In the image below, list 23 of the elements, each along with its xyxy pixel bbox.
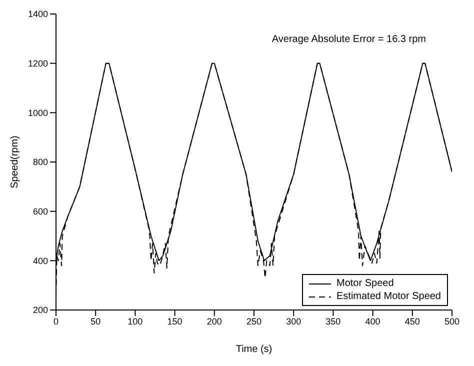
y-tick-label: 200 (32, 305, 48, 316)
x-tick-label: 500 (444, 316, 460, 326)
x-tick-label: 50 (90, 316, 101, 326)
y-tick-label: 600 (32, 206, 48, 217)
y-tick-label: 400 (32, 256, 48, 266)
y-axis-title: Speed(rpm) (10, 136, 21, 188)
y-tick-label: 1200 (28, 58, 48, 69)
x-tick-label: 350 (326, 316, 341, 326)
legend-label: Estimated Motor Speed (336, 290, 441, 303)
x-tick-label: 200 (206, 316, 222, 326)
x-tick-label: 450 (404, 316, 420, 326)
x-tick-label: 400 (365, 316, 380, 326)
legend-label: Motor Speed (336, 277, 394, 290)
x-tick-label: 150 (167, 316, 182, 326)
x-tick-label: 300 (286, 316, 302, 326)
y-tick-label: 1400 (28, 9, 48, 20)
x-tick-label: 250 (246, 316, 262, 326)
annotation: Average Absolute Error = 16.3 rpm (272, 34, 426, 45)
x-tick-label: 0 (53, 316, 59, 326)
x-axis-title: Time (s) (236, 344, 272, 355)
y-tick-label: 800 (32, 157, 48, 168)
y-tick-label: 1000 (28, 108, 48, 118)
x-tick-label: 100 (128, 316, 143, 326)
